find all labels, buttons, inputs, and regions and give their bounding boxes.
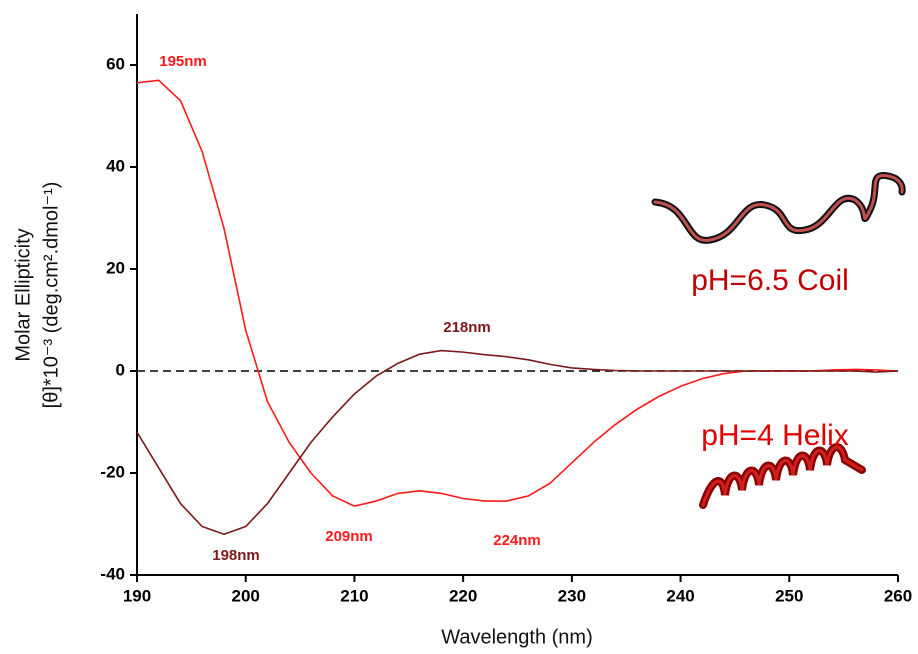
annotation: pH=6.5 Coil	[691, 264, 849, 297]
annotation: 209nm	[325, 528, 373, 545]
helix-icon	[699, 443, 866, 509]
y-tick-label: 0	[116, 360, 125, 379]
x-tick-label: 200	[232, 586, 260, 605]
x-tick-label: 250	[775, 586, 803, 605]
annotation: 195nm	[159, 53, 207, 70]
y-axis-title: [θ]*10⁻³ (deg.cm².dmol⁻¹)	[40, 182, 62, 409]
y-tick-label: 20	[106, 258, 125, 277]
y-axis-title: Molar Ellipticity	[12, 228, 34, 361]
x-tick-label: 240	[666, 586, 694, 605]
y-tick-label: 60	[106, 54, 125, 73]
x-tick-label: 260	[884, 586, 912, 605]
annotation: 198nm	[212, 547, 260, 564]
x-tick-label: 230	[558, 586, 586, 605]
coil-icon	[651, 171, 906, 244]
annotation: pH=4 Helix	[701, 419, 849, 452]
x-tick-label: 220	[449, 586, 477, 605]
y-tick-label: -20	[100, 462, 125, 481]
annotation: 224nm	[493, 532, 541, 549]
x-axis-title: Wavelength (nm)	[441, 626, 593, 648]
series-line	[136, 349, 899, 535]
x-tick-label: 190	[123, 586, 151, 605]
y-tick-label: -40	[100, 564, 125, 583]
x-tick-label: 210	[340, 586, 368, 605]
annotation: 218nm	[443, 319, 491, 336]
y-tick-label: 40	[106, 156, 125, 175]
